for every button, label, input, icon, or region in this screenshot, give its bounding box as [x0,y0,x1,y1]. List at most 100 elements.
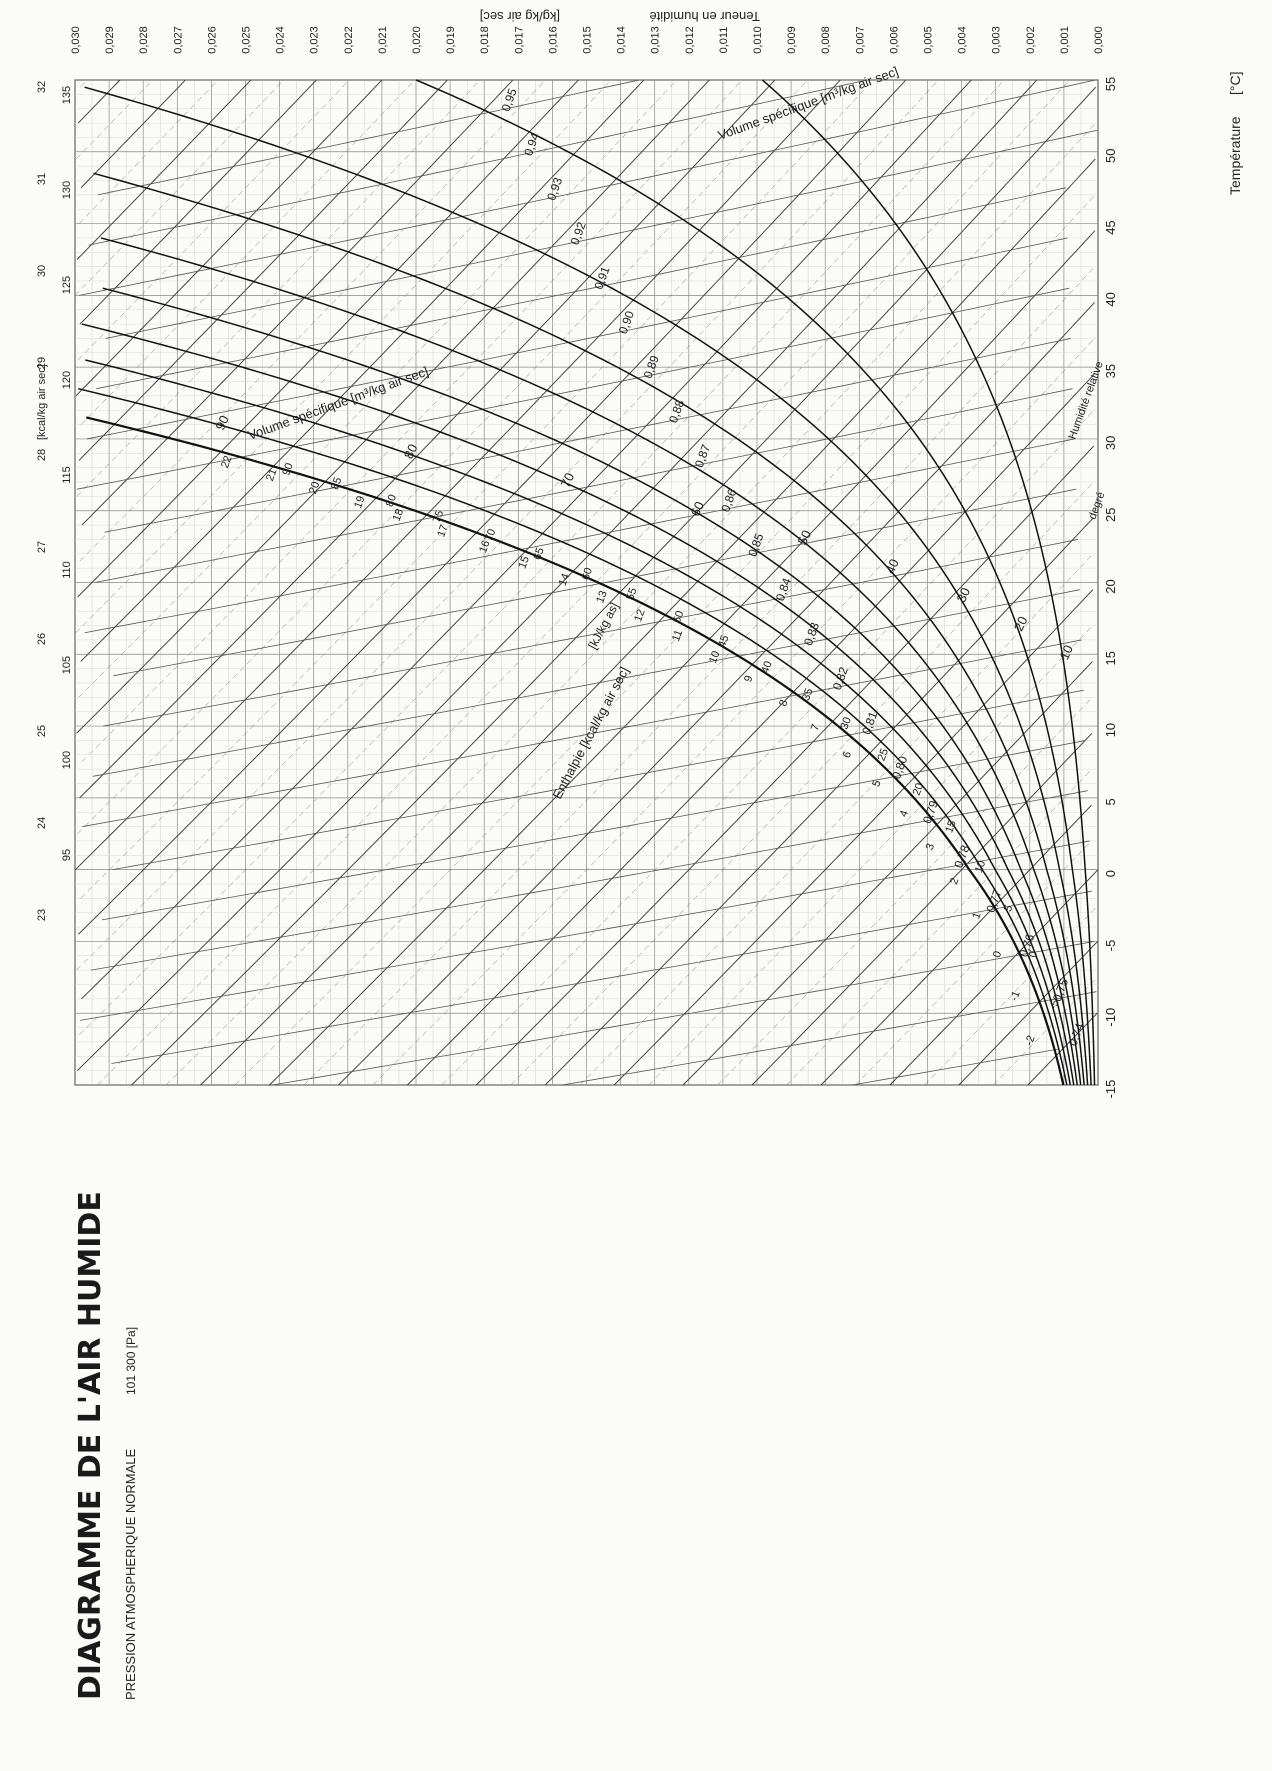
enthalpy-kcal-tick: 22 [219,454,234,470]
enthalpy-line [80,79,874,899]
enthalpy-kcal-tick: 19 [352,494,367,510]
top-kcal-tick: 26 [36,633,48,645]
enthalpy-line [75,79,612,633]
enthalpy-kcal-tick: 11 [670,628,685,643]
y-tick-label: 0,017 [513,26,525,54]
specific-volume-tick: 0,87 [692,442,713,469]
top-kj-tick: 110 [61,561,73,579]
x-tick-label: 50 [1103,149,1118,163]
specific-volume-line [79,79,1096,296]
specific-volume-line [84,438,1075,634]
relative-humidity-curve [102,287,1078,1086]
top-kj-tick: 120 [61,371,73,389]
enthalpy-kj-tick: 35 [800,687,815,703]
specific-volume-line [79,840,1090,1021]
specific-volume-tick: 0,74 [1066,1021,1087,1048]
x-axis-unit: [°C] [1227,72,1243,96]
enthalpy-kcal-tick: 20 [307,480,322,496]
enthalpy-kcal-tick: 0 [991,950,1004,960]
specific-volume-line [101,740,1086,921]
enthalpy-line [81,79,514,526]
enthalpy-kcal-tick: 10 [707,649,722,665]
enthalpy-kcal-tick: 21 [264,467,279,483]
specific-volume-tick: 0,83 [801,620,822,647]
enthalpy-kcal-tick: 14 [557,572,572,588]
y-tick-label: 0,026 [206,26,218,54]
top-kj-tick: 130 [61,181,73,199]
enthalpy-line [78,79,219,224]
curve-layer [74,79,1099,1086]
enthalpy-line [407,374,1095,1086]
enthalpy-kcal-tick: -2 [1023,1034,1038,1047]
specific-volume-tick: 0,93 [544,175,565,202]
enthalpy-kcal-tick: 1 [970,911,983,921]
enthalpy-line [74,79,284,296]
enthalpy-line [820,804,1092,1086]
enthalpy-line [78,79,448,461]
enthalpy-line [76,79,1038,1071]
enthalpy-line [80,79,415,425]
enthalpy-line [338,302,1095,1086]
rh-curve-label: 60 [688,499,708,518]
y-tick-label: 0,023 [309,26,321,54]
enthalpy-kcal-tick: 15 [516,555,531,571]
y-axis-label: Teneur en humidité [649,9,760,24]
y-tick-label: 0,005 [923,26,935,54]
specific-volume-tick: 0,86 [718,487,739,514]
enthalpy-line [958,941,1098,1086]
rh-curve-label: 50 [795,528,815,547]
x-tick-label: 0 [1103,870,1118,877]
enthalpy-line [786,768,1092,1086]
rh-curve-label: 80 [401,442,421,461]
enthalpy-line [372,338,1095,1086]
enthalpy-kcal-tick: 9 [742,674,755,684]
y-tick-label: 0,019 [445,26,457,54]
top-kcal-tick: 32 [36,81,48,93]
relative-humidity-curve [84,86,1089,1086]
y-tick-label: 0,020 [411,26,423,54]
enthalpy-kj-tick: 25 [876,747,891,763]
enthalpy-kcal-tick: 12 [632,608,647,624]
specific-volume-line [105,129,1098,339]
enthalpy-line [81,79,972,1000]
top-kcal-tick: 27 [36,541,48,553]
specific-volume-tick: 0,94 [521,131,542,158]
enthalpy-line [76,79,939,971]
x-tick-label: 55 [1103,77,1118,91]
enthalpy-kj-tick: 0 [1027,950,1040,960]
y-tick-label: 0,015 [582,26,594,54]
enthalpy-line [76,79,481,497]
enthalpy-line [269,230,1096,1086]
rh-curve-label: 20 [1011,614,1031,633]
enthalpy-line [79,79,776,799]
enthalpy-kj-tick: 80 [384,493,399,509]
enthalpy-kj-tick: 40 [759,660,774,676]
enthalpy-line [544,517,1094,1086]
x-tick-label: 25 [1103,507,1118,521]
enthalpy-kcal-tick: 8 [777,698,790,708]
specific-volume-tick: 0,95 [499,86,520,113]
x-tick-label: -10 [1103,1008,1118,1027]
y-tick-label: 0,011 [718,27,730,54]
specific-volume-line [94,388,1073,583]
specific-volume-line [96,187,1067,390]
top-kj-tick: 105 [61,656,73,674]
specific-volume-line [562,991,1097,1086]
enthalpy-line [75,79,383,397]
x-tick-label: 40 [1103,292,1118,306]
enthalpy-line [78,79,907,935]
specific-volume-line [88,79,868,246]
x-tick-label: 35 [1103,364,1118,378]
specific-volume-line [111,890,1092,1064]
rh-curve-label: 40 [882,557,902,576]
top-kcal-tick: 30 [36,265,48,277]
enthalpy-line [76,79,252,260]
enthalpy-kcal-tick: 2 [948,876,961,886]
enthalpy-kj-tick: 90 [280,461,295,477]
y-tick-label: 0,022 [343,26,355,54]
enthalpy-line [77,79,121,124]
y-tick-label: 0,010 [752,26,764,54]
rh-curve-label: 10 [1056,643,1076,662]
enthalpy-kj-tick: 75 [431,509,446,525]
